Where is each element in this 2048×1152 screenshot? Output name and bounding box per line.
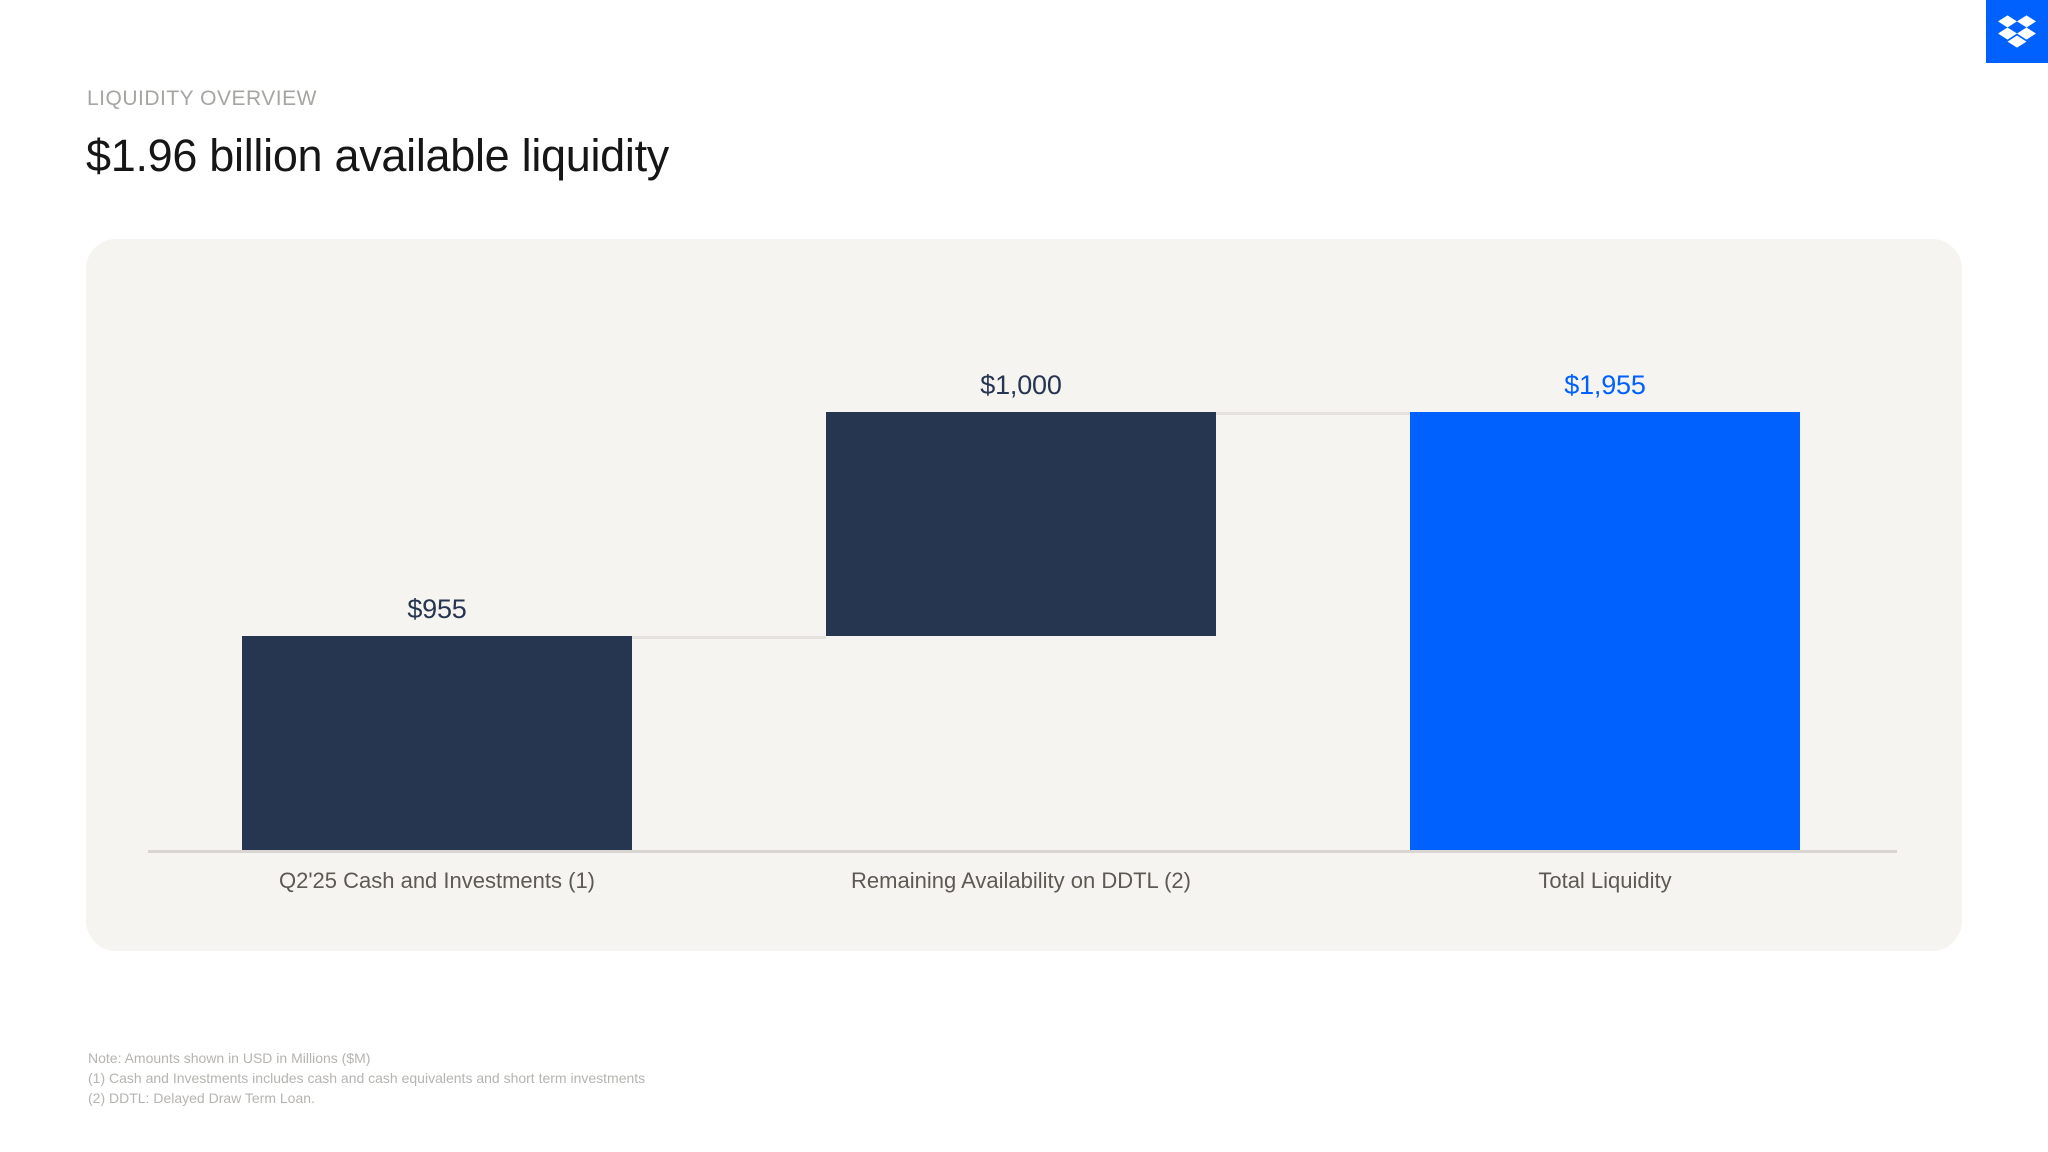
bar-rect bbox=[1410, 412, 1800, 850]
category-label: Q2'25 Cash and Investments (1) bbox=[278, 868, 596, 893]
bar-remaining-ddtl-availability: $1,000 bbox=[826, 239, 1216, 850]
bar-rect bbox=[242, 636, 632, 850]
bar-q2-cash-and-investments: $955 bbox=[242, 239, 632, 850]
connector-line bbox=[1216, 412, 1410, 415]
bar-rect bbox=[826, 412, 1216, 636]
waterfall-chart: $955 $1,000 $1,955 bbox=[148, 239, 1897, 853]
page-title: $1.96 billion available liquidity bbox=[86, 130, 669, 181]
dropbox-logo-icon bbox=[1986, 0, 2048, 63]
bar-value-label: $955 bbox=[407, 594, 467, 624]
footnotes: Note: Amounts shown in USD in Millions (… bbox=[88, 1048, 645, 1108]
connector-line bbox=[632, 636, 826, 639]
footnote-line: (2) DDTL: Delayed Draw Term Loan. bbox=[88, 1090, 315, 1106]
footnote-line: (1) Cash and Investments includes cash a… bbox=[88, 1070, 646, 1086]
baseline-axis bbox=[148, 850, 1897, 853]
bar-value-label: $1,000 bbox=[980, 370, 1062, 400]
chart-panel: $955 $1,000 $1,955 Q2'25 Cash and Invest… bbox=[86, 239, 1962, 951]
bar-value-label: $1,955 bbox=[1564, 370, 1646, 400]
footnote-line: Note: Amounts shown in USD in Millions (… bbox=[88, 1050, 371, 1066]
eyebrow-label: LIQUIDITY OVERVIEW bbox=[87, 87, 317, 110]
bar-total-liquidity: $1,955 bbox=[1410, 239, 1800, 850]
category-label: Remaining Availability on DDTL (2) bbox=[851, 868, 1191, 893]
category-label: Total Liquidity bbox=[1538, 868, 1672, 893]
